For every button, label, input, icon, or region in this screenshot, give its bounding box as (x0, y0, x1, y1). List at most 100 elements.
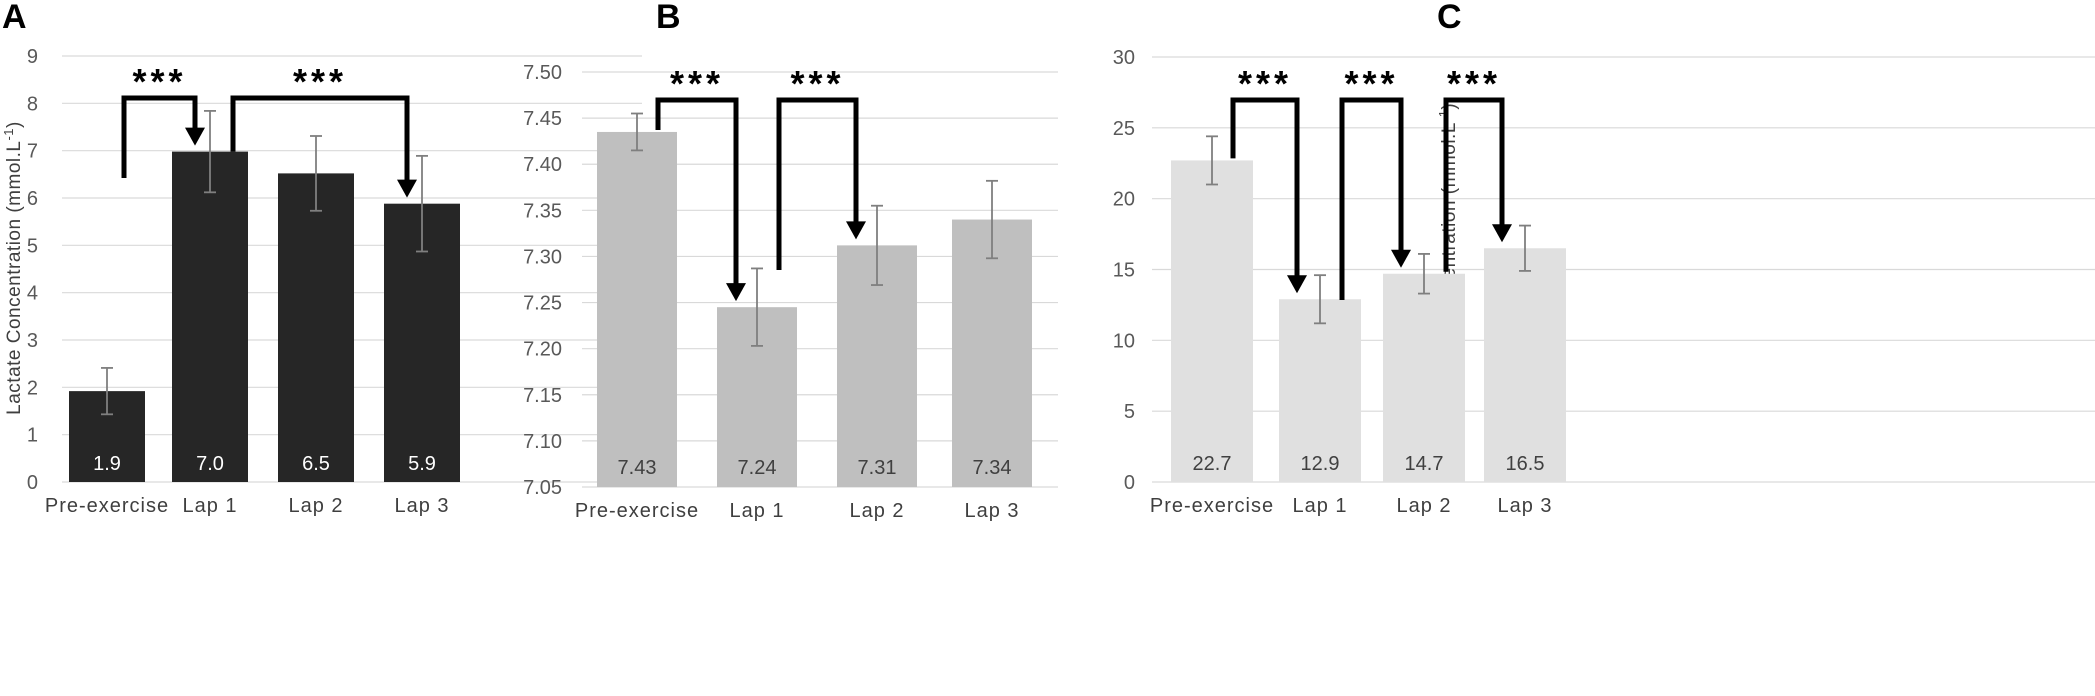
significance-label: *** (132, 61, 186, 102)
bracket-line (230, 95, 410, 182)
data-label: 7.34 (973, 457, 1012, 479)
significance-bracket: *** (121, 61, 205, 178)
significance-label: *** (1447, 63, 1501, 104)
error-bar (751, 267, 763, 347)
y-tick-label: 7.15 (523, 385, 562, 407)
arrow-head (397, 179, 417, 198)
bar-lap-1 (172, 151, 248, 482)
x-tick-label: Lap 3 (964, 500, 1019, 522)
y-tick-label: 9 (27, 46, 38, 68)
y-tick-label: 10 (1113, 330, 1135, 352)
y-tick-label: 7.25 (523, 293, 562, 315)
y-tick-label: 0 (1124, 472, 1135, 494)
x-tick-label: Lap 2 (1396, 495, 1451, 517)
error-bar (1206, 135, 1218, 186)
chart-panel-c: C051015202530Bicarbonate concentration (… (1113, 0, 2095, 517)
y-tick-label: 7.50 (523, 62, 562, 84)
y-tick-label: 5 (1124, 401, 1135, 423)
error-bar (1519, 224, 1531, 272)
panel-letter: C (1437, 0, 1462, 36)
error-bar (1418, 253, 1430, 295)
chart-panel-b: B 7.05 7.10 7.15 7.20 7.25 7.30 7.35 7.40 7.45 7.5… (523, 0, 1058, 522)
x-tick-label: Lap 1 (729, 500, 784, 522)
error-bar (204, 110, 216, 194)
bar-pre-exercise (597, 131, 677, 487)
significance-bracket: *** (655, 63, 746, 302)
significance-label: *** (293, 61, 347, 102)
significance-label: *** (790, 63, 844, 104)
x-tick-label: Pre-exercise (45, 495, 169, 517)
data-label: 1.9 (93, 453, 121, 475)
x-tick-label: Lap 2 (849, 500, 904, 522)
bar-lap-1 (1279, 299, 1361, 482)
significance-label: *** (1344, 63, 1398, 104)
data-label: 7.31 (858, 457, 897, 479)
y-tick-label: 7.10 (523, 431, 562, 453)
arrow-head (1492, 224, 1512, 243)
y-tick-label: 7.45 (523, 108, 562, 130)
data-label: 12.9 (1301, 453, 1340, 475)
data-label: 6.5 (302, 453, 330, 475)
x-tick-label: Lap 1 (1292, 495, 1347, 517)
significance-bracket: *** (1443, 63, 1512, 272)
chart-panel-a: A 0 1 2 3 4 5 6 7 8 9 Lactate Concentration (mmol.L… (1, 0, 642, 517)
x-tick-label: Lap 3 (1497, 495, 1552, 517)
bar-lap-2 (1383, 273, 1465, 482)
bar-lap-3 (1484, 248, 1566, 482)
bracket-line (776, 97, 859, 270)
y-tick-label: 25 (1113, 118, 1135, 140)
data-label: 5.9 (408, 453, 436, 475)
y-tick-label: 3 (27, 330, 38, 352)
error-bar (631, 112, 643, 152)
arrow-head (1391, 249, 1411, 268)
y-tick-label: 20 (1113, 189, 1135, 211)
arrow-head (726, 283, 746, 302)
significance-label: *** (1238, 63, 1292, 104)
y-tick-label: 15 (1113, 260, 1135, 282)
bar-pre-exercise (1171, 160, 1253, 482)
y-tick-label: 7.35 (523, 200, 562, 222)
y-tick-label: 7.40 (523, 154, 562, 176)
y-tick-label: 7.20 (523, 339, 562, 361)
error-bar (1314, 274, 1326, 325)
x-tick-label: Pre-exercise (1150, 495, 1274, 517)
significance-bracket: *** (776, 63, 866, 270)
y-tick-label: 2 (27, 377, 38, 399)
y-tick-label: 6 (27, 188, 38, 210)
data-label: 16.5 (1506, 453, 1545, 475)
error-bar (986, 179, 998, 260)
significance-bracket: *** (1339, 63, 1411, 300)
y-tick-label: 7.05 (523, 477, 562, 499)
panel-letter: A (2, 0, 27, 36)
x-tick-label: Lap 3 (394, 495, 449, 517)
bracket-line (1339, 97, 1404, 300)
bracket-line (1230, 97, 1300, 278)
arrow-head (1287, 275, 1307, 294)
error-bar (871, 204, 883, 286)
significance-bracket: *** (230, 61, 417, 198)
y-tick-label: 7.30 (523, 246, 562, 268)
arrow-head (185, 127, 205, 146)
significance-label: *** (670, 63, 724, 104)
data-label: 7.43 (618, 457, 657, 479)
data-label: 14.7 (1405, 453, 1444, 475)
bar-lap-2 (278, 173, 354, 483)
bracket-line (121, 95, 198, 178)
data-label: 7.24 (738, 457, 777, 479)
y-tick-label: 4 (27, 283, 38, 305)
y-tick-label: 5 (27, 235, 38, 257)
y-tick-label: 1 (27, 425, 38, 447)
data-label: 22.7 (1193, 453, 1232, 475)
y-tick-label: 30 (1113, 47, 1135, 69)
significance-bracket: *** (1230, 63, 1307, 294)
bracket-line (655, 97, 739, 286)
error-bar (310, 135, 322, 212)
data-label: 7.0 (196, 453, 224, 475)
y-tick-label: 7 (27, 141, 38, 163)
y-tick-label: 0 (27, 472, 38, 494)
bar-lap-3 (952, 219, 1032, 488)
error-bar (101, 367, 113, 416)
x-tick-label: Lap 1 (182, 495, 237, 517)
arrow-head (846, 221, 866, 240)
